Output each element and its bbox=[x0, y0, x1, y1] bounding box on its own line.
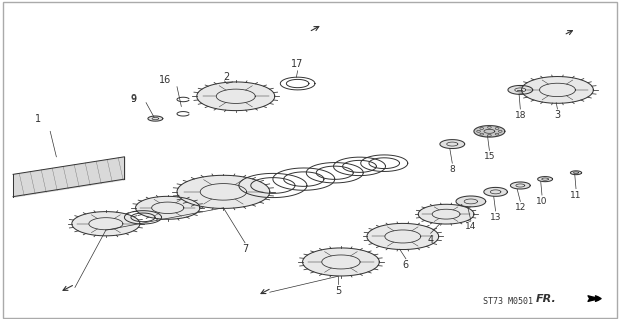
Polygon shape bbox=[570, 171, 582, 175]
Polygon shape bbox=[136, 196, 200, 219]
Text: 13: 13 bbox=[490, 213, 502, 222]
Text: 11: 11 bbox=[570, 190, 582, 200]
Text: 16: 16 bbox=[159, 75, 170, 85]
Text: ST73 M0501: ST73 M0501 bbox=[483, 297, 533, 306]
Polygon shape bbox=[510, 182, 530, 189]
Text: 6: 6 bbox=[403, 260, 409, 270]
Polygon shape bbox=[484, 188, 507, 196]
Text: 3: 3 bbox=[554, 110, 560, 120]
Text: 1: 1 bbox=[35, 114, 41, 124]
Polygon shape bbox=[303, 248, 379, 276]
Text: 8: 8 bbox=[450, 165, 455, 174]
Text: 9: 9 bbox=[131, 95, 136, 104]
Polygon shape bbox=[456, 196, 485, 207]
Text: 14: 14 bbox=[465, 222, 477, 231]
Text: 9: 9 bbox=[131, 94, 137, 104]
Text: 12: 12 bbox=[515, 203, 526, 212]
Polygon shape bbox=[538, 177, 552, 182]
Text: 18: 18 bbox=[515, 111, 526, 120]
Polygon shape bbox=[177, 175, 270, 208]
Text: 4: 4 bbox=[428, 235, 434, 245]
Text: 17: 17 bbox=[291, 60, 304, 69]
Polygon shape bbox=[440, 140, 464, 148]
Text: 5: 5 bbox=[335, 286, 341, 296]
Polygon shape bbox=[474, 125, 505, 137]
Text: 15: 15 bbox=[484, 152, 495, 161]
Polygon shape bbox=[367, 223, 439, 250]
Polygon shape bbox=[418, 204, 474, 224]
Polygon shape bbox=[197, 82, 275, 111]
Polygon shape bbox=[148, 116, 163, 121]
Text: 7: 7 bbox=[242, 244, 248, 254]
Polygon shape bbox=[72, 212, 140, 236]
Polygon shape bbox=[521, 76, 593, 103]
Polygon shape bbox=[508, 85, 533, 94]
Text: 10: 10 bbox=[536, 197, 547, 206]
Text: FR.: FR. bbox=[536, 293, 557, 304]
Text: 2: 2 bbox=[223, 72, 229, 82]
